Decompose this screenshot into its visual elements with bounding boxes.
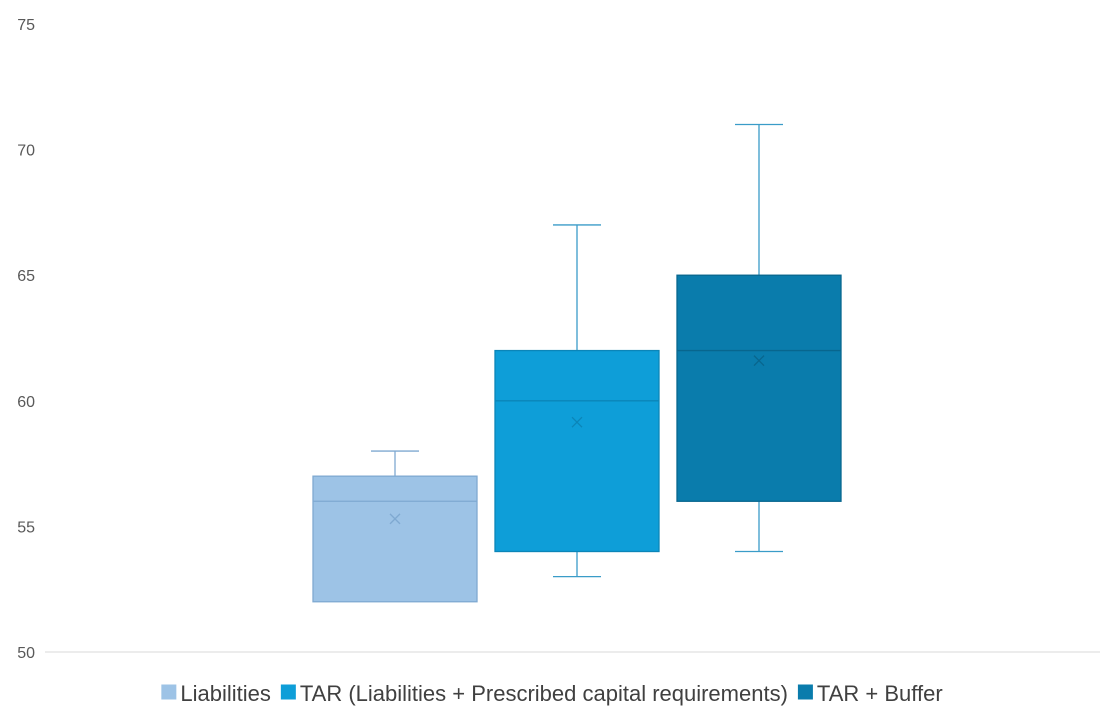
mean-marker: [571, 416, 583, 428]
box-3: [676, 123, 842, 553]
legend-item-3: TAR + Buffer: [797, 681, 943, 706]
iqr-box: [676, 274, 842, 502]
y-tick-label: 70: [17, 143, 35, 160]
y-tick-label: 50: [17, 645, 35, 662]
y-tick-label: 65: [17, 268, 35, 285]
iqr-box: [494, 349, 660, 553]
legend-swatch: [280, 684, 296, 700]
axis-layer: 50 55 60 65 70 75: [17, 17, 1100, 662]
mean-marker: [753, 355, 765, 367]
y-tick-label: 75: [17, 17, 35, 34]
legend-label: Liabilities: [180, 681, 271, 706]
legend-item-1: Liabilities: [161, 681, 271, 706]
legend: Liabilities TAR (Liabilities + Prescribed…: [161, 681, 943, 706]
box-layer: [312, 123, 842, 603]
legend-label: TAR (Liabilities + Prescribed capital re…: [300, 681, 788, 706]
mean-marker: [389, 513, 401, 525]
box-2: [494, 224, 660, 578]
legend-swatch: [161, 684, 177, 700]
box-1: [312, 450, 478, 603]
legend-swatch: [797, 684, 813, 700]
y-tick-label: 60: [17, 394, 35, 411]
y-tick-label: 55: [17, 519, 35, 536]
legend-item-2: TAR (Liabilities + Prescribed capital re…: [280, 681, 788, 706]
legend-label: TAR + Buffer: [817, 681, 943, 706]
iqr-box: [312, 475, 478, 603]
